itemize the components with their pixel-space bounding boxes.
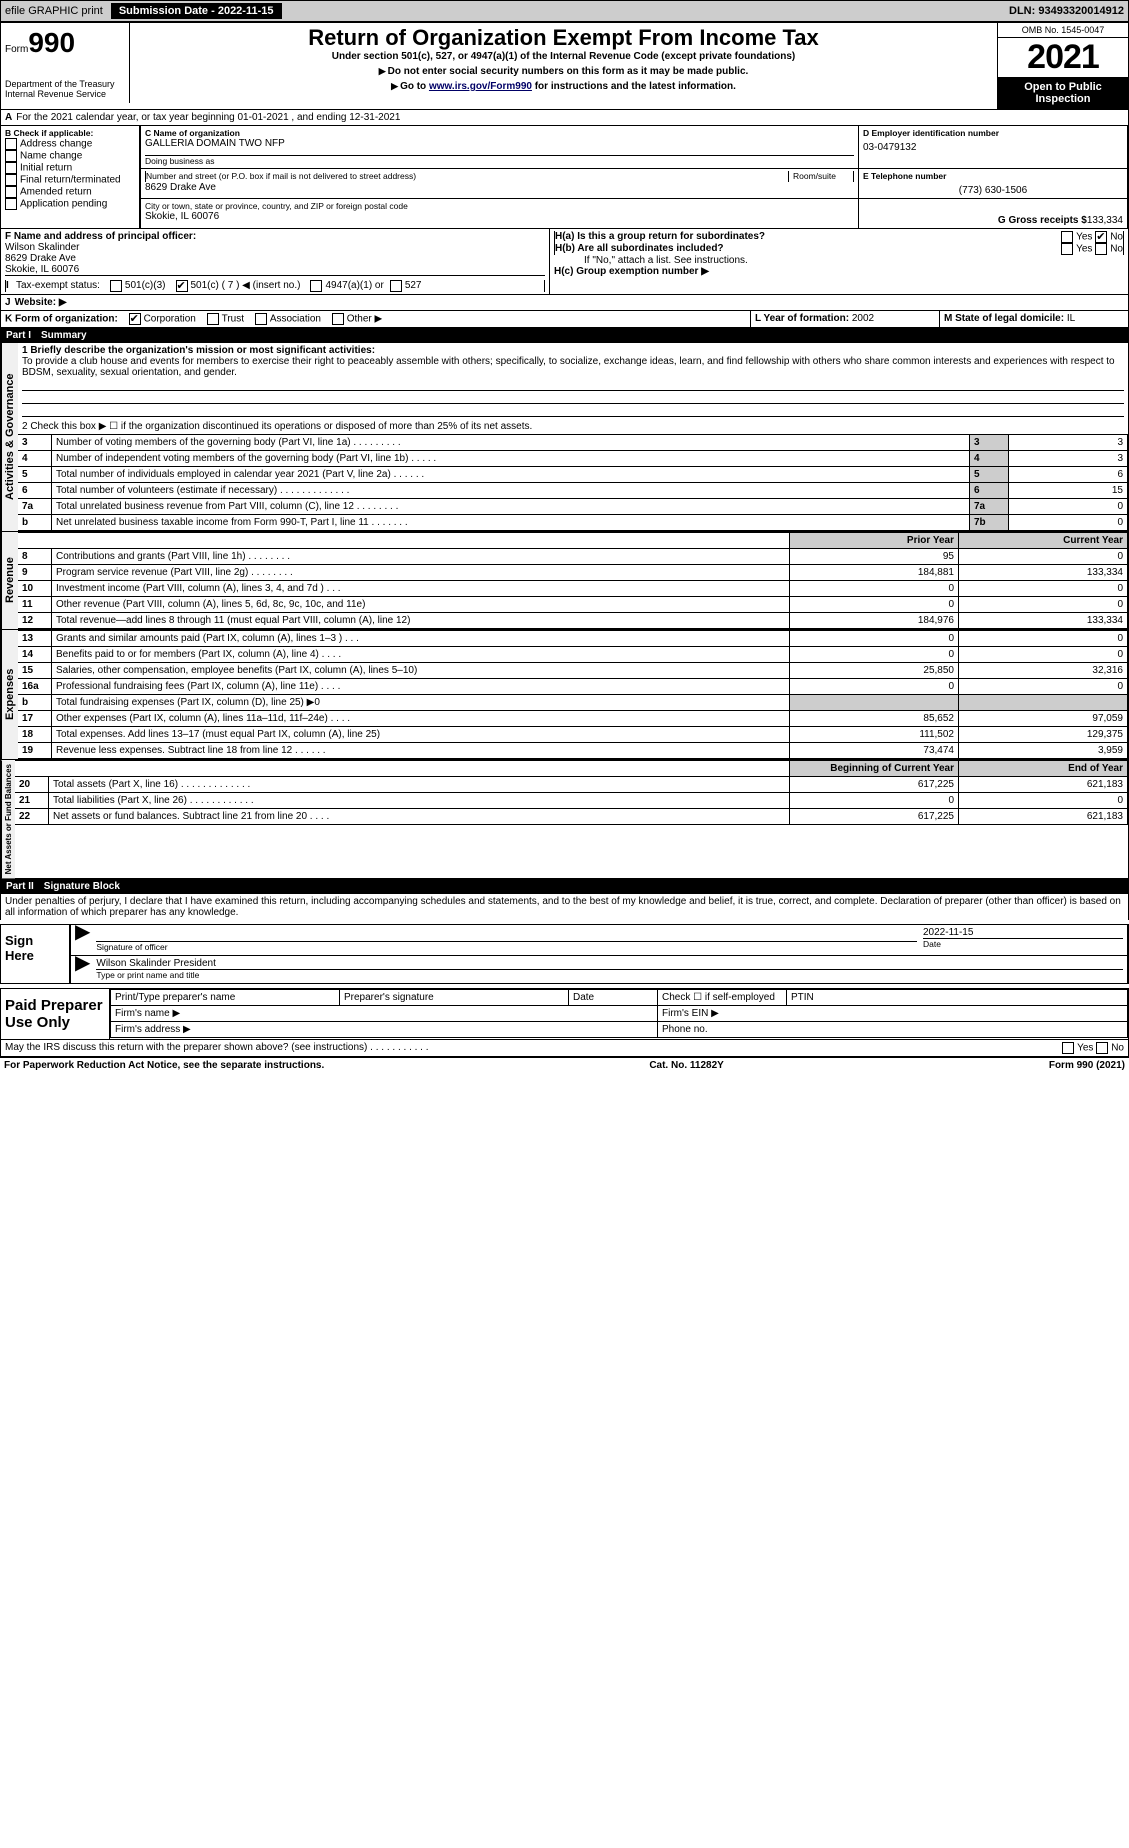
irs-link[interactable]: www.irs.gov/Form990 — [429, 81, 532, 92]
form-title: Return of Organization Exempt From Incom… — [132, 25, 995, 51]
part2-title: Signature Block — [44, 881, 120, 892]
year-formation: 2002 — [852, 313, 874, 324]
cb-final-return: Final return/terminated — [20, 175, 121, 186]
no3: No — [1111, 1043, 1124, 1054]
part2-num: Part II — [6, 881, 34, 892]
vtab-net: Net Assets or Fund Balances — [1, 760, 15, 878]
dln-label: DLN: 93493320014912 — [1009, 5, 1124, 17]
cb-amended: Amended return — [20, 187, 92, 198]
vtab-revenue: Revenue — [1, 532, 18, 629]
box-b-title: B Check if applicable: — [5, 128, 135, 138]
street-address: 8629 Drake Ave — [145, 182, 854, 193]
cat-number: Cat. No. 11282Y — [649, 1060, 723, 1071]
form-subtitle: Under section 501(c), 527, or 4947(a)(1)… — [132, 51, 995, 62]
yes3: Yes — [1077, 1043, 1093, 1054]
k-assoc: Association — [270, 314, 321, 325]
dept-label: Department of the Treasury Internal Reve… — [5, 79, 125, 99]
no-label2: No — [1110, 244, 1123, 255]
part1-title: Summary — [41, 330, 87, 341]
period-line: For the 2021 calendar year, or tax year … — [16, 112, 400, 123]
box-c-label: C Name of organization — [145, 128, 854, 138]
dba-label: Doing business as — [145, 156, 854, 166]
box-m-label: M State of legal domicile: — [944, 313, 1067, 324]
box-d-label: D Employer identification number — [863, 128, 1123, 138]
state-domicile: IL — [1067, 313, 1075, 324]
part1-num: Part I — [6, 330, 31, 341]
hb-note: If "No," attach a list. See instructions… — [584, 255, 1124, 266]
box-j-label: Website: ▶ — [15, 297, 67, 308]
cb-initial-return: Initial return — [20, 163, 72, 174]
sign-here-label: Sign Here — [1, 925, 70, 983]
q1-label: 1 Briefly describe the organization's mi… — [22, 345, 375, 356]
room-label: Room/suite — [788, 171, 853, 182]
hc-label: H(c) Group exemption number ▶ — [554, 266, 1124, 277]
vtab-expenses: Expenses — [1, 630, 18, 759]
city-label: City or town, state or province, country… — [145, 201, 854, 211]
perjury-text: Under penalties of perjury, I declare th… — [0, 894, 1129, 920]
phone-value: (773) 630-1506 — [863, 185, 1123, 196]
type-print-label: Type or print name and title — [96, 970, 199, 980]
omb-number: OMB No. 1545-0047 — [998, 23, 1128, 38]
hb-label: H(b) Are all subordinates included? — [555, 243, 724, 254]
gross-receipts: 133,334 — [1087, 215, 1123, 226]
preparer-table: Print/Type preparer's namePreparer's sig… — [110, 989, 1128, 1038]
sig-officer-label: Signature of officer — [96, 942, 167, 952]
box-k-label: K Form of organization: — [5, 314, 118, 325]
org-name: GALLERIA DOMAIN TWO NFP — [145, 138, 854, 149]
box-i-label: Tax-exempt status: — [16, 280, 100, 292]
k-corp: Corporation — [144, 314, 196, 325]
irs-discuss-label: May the IRS discuss this return with the… — [5, 1042, 1062, 1054]
mission-text: To provide a club house and events for m… — [22, 356, 1115, 378]
vtab-governance: Activities & Governance — [1, 343, 18, 531]
sig-date-label: Date — [923, 939, 941, 949]
goto-note: Go to — [400, 81, 429, 92]
box-g-label: G Gross receipts $ — [998, 215, 1087, 226]
no-label: No — [1110, 232, 1123, 243]
officer-addr2: Skokie, IL 60076 — [5, 264, 545, 275]
officer-addr1: 8629 Drake Ave — [5, 253, 545, 264]
501c-label: 501(c) ( 7 ) ◀ (insert no.) — [191, 280, 301, 292]
goto-note2: for instructions and the latest informat… — [532, 81, 736, 92]
box-e-label: E Telephone number — [863, 171, 1123, 181]
tax-year: 2021 — [998, 38, 1128, 77]
submission-date-button[interactable]: Submission Date - 2022-11-15 — [111, 3, 282, 19]
sig-date-value: 2022-11-15 — [923, 927, 1123, 938]
4947-label: 4947(a)(1) or — [325, 280, 383, 292]
k-trust: Trust — [222, 314, 244, 325]
cb-name-change: Name change — [20, 151, 82, 162]
box-l-label: L Year of formation: — [755, 313, 852, 324]
addr-label: Number and street (or P.O. box if mail i… — [146, 171, 416, 181]
officer-print-name: Wilson Skalinder President — [96, 958, 1123, 969]
city-value: Skokie, IL 60076 — [145, 211, 854, 222]
open-to-public: Open to Public Inspection — [998, 77, 1128, 109]
501c3-label: 501(c)(3) — [125, 280, 166, 292]
527-label: 527 — [405, 280, 422, 292]
cb-pending: Application pending — [20, 199, 107, 210]
paid-preparer-label: Paid Preparer Use Only — [1, 989, 110, 1039]
cb-address-change: Address change — [20, 139, 92, 150]
arrow-icon: ▶ — [75, 927, 90, 953]
box-f-label: F Name and address of principal officer: — [5, 231, 545, 242]
arrow-icon: ▶ — [75, 958, 90, 981]
officer-name: Wilson Skalinder — [5, 242, 545, 253]
ssn-note: Do not enter social security numbers on … — [388, 66, 749, 77]
form-footer: Form 990 (2021) — [1049, 1060, 1125, 1071]
q2-label: 2 Check this box ▶ ☐ if the organization… — [18, 419, 1128, 434]
form-prefix: Form — [5, 44, 28, 55]
yes-label: Yes — [1076, 232, 1092, 243]
ein-value: 03-0479132 — [863, 142, 1123, 153]
efile-label: efile GRAPHIC print — [5, 5, 103, 17]
yes-label2: Yes — [1076, 244, 1092, 255]
form-number: 990 — [28, 27, 75, 58]
ha-label: H(a) Is this a group return for subordin… — [555, 231, 765, 242]
pra-notice: For Paperwork Reduction Act Notice, see … — [4, 1060, 324, 1071]
k-other: Other ▶ — [347, 314, 382, 325]
